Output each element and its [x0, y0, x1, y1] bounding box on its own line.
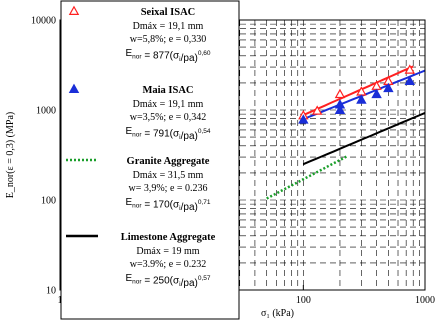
equation-subscript: i	[179, 281, 180, 288]
legend-equation: Enor = 250(σi/pa)0,57	[125, 273, 210, 289]
legend-title: Seixal ISAC	[141, 7, 196, 18]
x-axis-label: σ₁ (kPa)	[261, 308, 294, 319]
equation-subscript: nor	[132, 54, 142, 61]
x-tick-label: 100	[296, 295, 311, 306]
legend-info-line: w=5,8%; e = 0,330	[130, 34, 207, 45]
data-point-maia	[404, 75, 416, 85]
equation-text: /pa)	[181, 131, 198, 142]
y-tick-label: 10	[46, 286, 56, 297]
equation-exponent: 0,60	[198, 50, 211, 57]
equation-subscript: nor	[132, 132, 142, 139]
data-point-seixal	[334, 88, 346, 99]
data-point-maia	[383, 82, 394, 93]
equation-exponent: 0,71	[198, 199, 211, 206]
equation-text: = 250(σ	[142, 276, 180, 287]
equation-text: /pa)	[181, 278, 198, 289]
equation-subscript: nor	[132, 203, 142, 210]
legend-equation: Enor = 170(σi/pa)0,71	[125, 197, 210, 213]
equation-exponent: 0,54	[198, 128, 211, 135]
legend-title: Granite Aggregate	[127, 156, 210, 167]
legend-info-line: w= 3,9%; e = 0.236	[128, 183, 207, 194]
legend-symbol-maia	[68, 83, 80, 93]
data-point-maia	[298, 114, 309, 124]
legend-info-line: Dmáx = 19,1 mm	[133, 21, 204, 32]
data-point-maia	[371, 88, 382, 99]
data-point-maia	[334, 104, 346, 114]
legend-title: Limestone Aggregate	[121, 232, 216, 243]
equation-text: E	[125, 126, 132, 137]
equation-text: E	[125, 48, 132, 59]
fit-line	[302, 65, 414, 117]
x-tick-label: 1000	[415, 295, 435, 306]
legend-symbol-seixal	[68, 5, 80, 15]
equation-text: E	[125, 273, 132, 284]
equation-text: = 877(σ	[142, 51, 180, 62]
data-point-maia	[356, 94, 367, 104]
data-point-seixal	[311, 105, 323, 115]
data-point-maia	[334, 99, 346, 109]
equation-text: = 791(σ	[142, 129, 180, 140]
data-point-seixal	[404, 64, 416, 74]
legend-info-line: Dmáx = 19 mm	[136, 246, 199, 257]
equation-text: E	[125, 197, 132, 208]
equation-text: /pa)	[181, 53, 198, 64]
legend-info-line: Dmáx = 19,1 mm	[133, 99, 204, 110]
legend: Seixal ISAC Dmáx = 19,1 mm w=5,8%; e = 0,3…	[60, 0, 240, 320]
legend-title: Maia ISAC	[142, 85, 193, 96]
legend-equation: Enor = 877(σi/pa)0,60	[125, 48, 210, 64]
equation-subscript: nor	[132, 279, 142, 286]
y-axis-label: E_nor(ε = 0,3) (MPa)	[5, 112, 16, 199]
data-points	[298, 64, 416, 124]
fit-line	[302, 111, 426, 166]
legend-info-line: Dmáx = 31,5 mm	[133, 170, 204, 181]
equation-exponent: 0,57	[198, 275, 211, 282]
y-tick-label: 10000	[31, 16, 56, 27]
y-tick-label: 100	[41, 196, 56, 207]
x-tick-label: 1	[58, 295, 63, 306]
y-tick-label: 1000	[36, 106, 56, 117]
legend-info-line: w=3.9%; e = 0.232	[130, 259, 207, 270]
fit-line	[266, 155, 348, 200]
plot-frame	[59, 19, 426, 291]
equation-text: /pa)	[181, 202, 198, 213]
legend-equation: Enor = 791(σi/pa)0,54	[125, 126, 210, 142]
fit-lines	[266, 65, 426, 200]
equation-text: = 170(σ	[142, 200, 180, 211]
equation-subscript: i	[179, 134, 180, 141]
legend-info-line: w=3,5%; e = 0,342	[130, 112, 207, 123]
equation-subscript: i	[179, 56, 180, 63]
equation-subscript: i	[179, 205, 180, 212]
